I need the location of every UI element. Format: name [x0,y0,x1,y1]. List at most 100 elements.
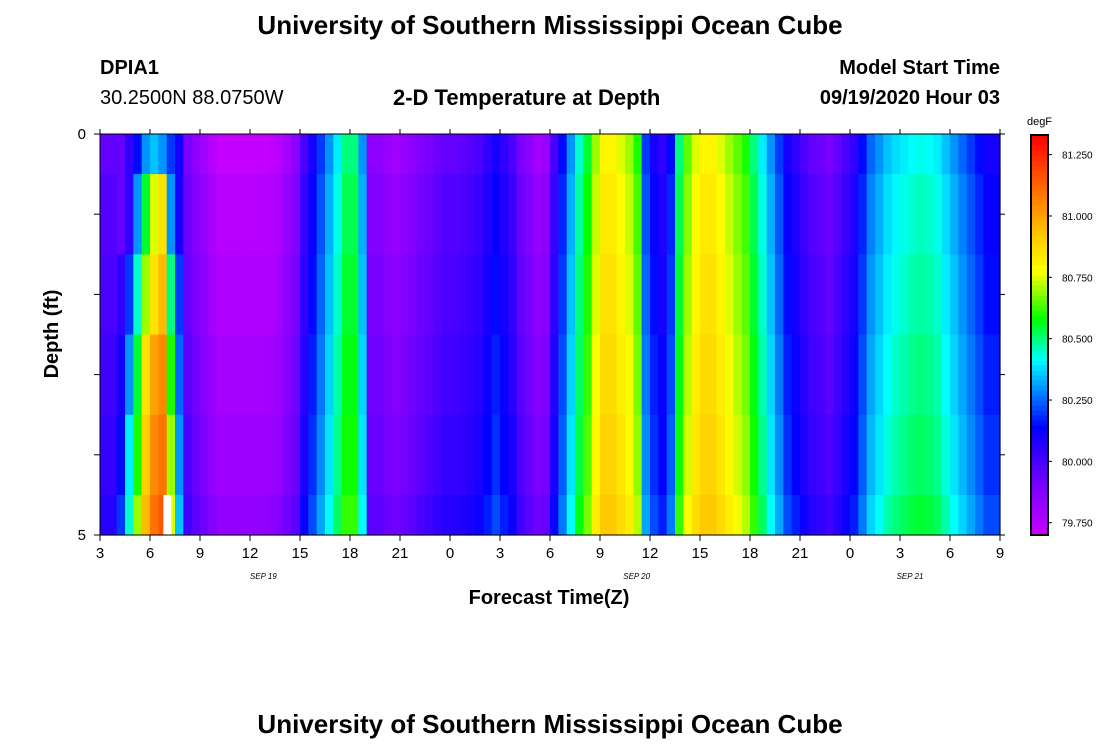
heatmap-cell [841,334,851,416]
colorbar-tick-label: 80.250 [1062,396,1093,407]
heatmap-cell [133,174,143,255]
heatmap-cell [925,414,934,496]
heatmap-cell [716,174,726,255]
heatmap-cell [333,334,343,416]
heatmap-cell [841,174,851,255]
colorbar-segment [1031,370,1048,376]
heatmap-cell [666,134,676,175]
heatmap-cell [633,414,643,496]
y-tick-label: 0 [78,126,86,143]
heatmap-cell [125,254,134,336]
heatmap-cell [533,254,543,336]
x-tick-label: 12 [242,545,259,562]
heatmap-cell [166,134,176,175]
heatmap-cell [291,494,301,536]
heatmap-cell [491,494,501,536]
heatmap-cell [733,414,743,496]
heatmap-cell [216,414,226,496]
heatmap-cell [258,334,268,416]
heatmap-cell [783,174,793,255]
colorbar-segment [1031,455,1048,461]
heatmap-cell [400,134,409,175]
heatmap-cell [483,334,493,416]
heatmap-cell [991,414,1001,496]
heatmap-cell [350,414,359,496]
heatmap-cell [425,254,434,336]
heatmap-cell [300,254,309,336]
colorbar-segment [1031,280,1048,286]
colorbar-segment [1031,355,1048,361]
heatmap-cell [408,134,418,175]
heatmap-cell [141,414,151,496]
colorbar-segment [1031,510,1048,516]
heatmap-cell [125,414,134,496]
heatmap-cell [408,494,418,536]
colorbar-segment [1031,285,1048,291]
heatmap-cell [950,254,959,336]
model-start-label: Model Start Time [839,57,1000,79]
heatmap-cell [400,414,409,496]
heatmap-cell [825,254,834,336]
heatmap-cell [825,494,834,536]
heatmap-cell [241,134,251,175]
heatmap-cell [983,134,993,175]
heatmap-cell [483,174,493,255]
heatmap-cell [241,174,251,255]
heatmap-cell [375,414,384,496]
heatmap-cell [533,494,543,536]
colorbar-segment [1031,485,1048,491]
heatmap-cell [200,134,209,175]
missing-data-cell [163,494,172,535]
heatmap-cell [241,334,251,416]
heatmap-cell [950,334,959,416]
heatmap-cell [741,174,751,255]
heatmap-cell [808,174,818,255]
heatmap-cell [408,414,418,496]
heatmap-cell [158,494,168,536]
heatmap-cell [475,174,484,255]
heatmap-cell [608,254,618,336]
heatmap-cell [141,494,151,536]
heatmap-cell [758,494,768,536]
heatmap-cell [358,414,368,496]
heatmap-cell [625,414,634,496]
colorbar-segment [1031,375,1048,381]
heatmap-cell [308,414,318,496]
heatmap-cell [233,134,243,175]
heatmap-cell [475,494,484,536]
heatmap-cell [841,494,851,536]
heatmap-cell [991,334,1001,416]
heatmap-cell [416,174,426,255]
heatmap-cell [258,254,268,336]
colorbar-segment [1031,435,1048,441]
heatmap-cell [216,254,226,336]
heatmap-cell [991,254,1001,336]
colorbar-segment [1031,365,1048,371]
colorbar-segment [1031,180,1048,186]
heatmap-cell [225,334,234,416]
heatmap-cell [516,414,526,496]
heatmap-cell [333,174,343,255]
heatmap-cell [166,414,176,496]
heatmap-cell [200,254,209,336]
heatmap-cell [100,134,109,175]
heatmap-cell [833,334,843,416]
heatmap-cell [483,414,493,496]
colorbar-segment [1031,230,1048,236]
heatmap-cell [683,174,693,255]
heatmap-cell [366,254,376,336]
heatmap-cell [250,174,259,255]
heatmap-cell [291,414,301,496]
heatmap-cell [708,334,718,416]
heatmap-cell [658,134,668,175]
heatmap-cell [183,134,193,175]
date-label: SEP 21 [897,572,924,581]
heatmap-cell [150,174,159,255]
heatmap-cell [100,174,109,255]
heatmap-cell [116,174,126,255]
heatmap-cell [391,334,401,416]
heatmap-cell [541,174,551,255]
heatmap-cell [941,254,951,336]
heatmap-cell [433,254,443,336]
heatmap-cell [775,334,784,416]
